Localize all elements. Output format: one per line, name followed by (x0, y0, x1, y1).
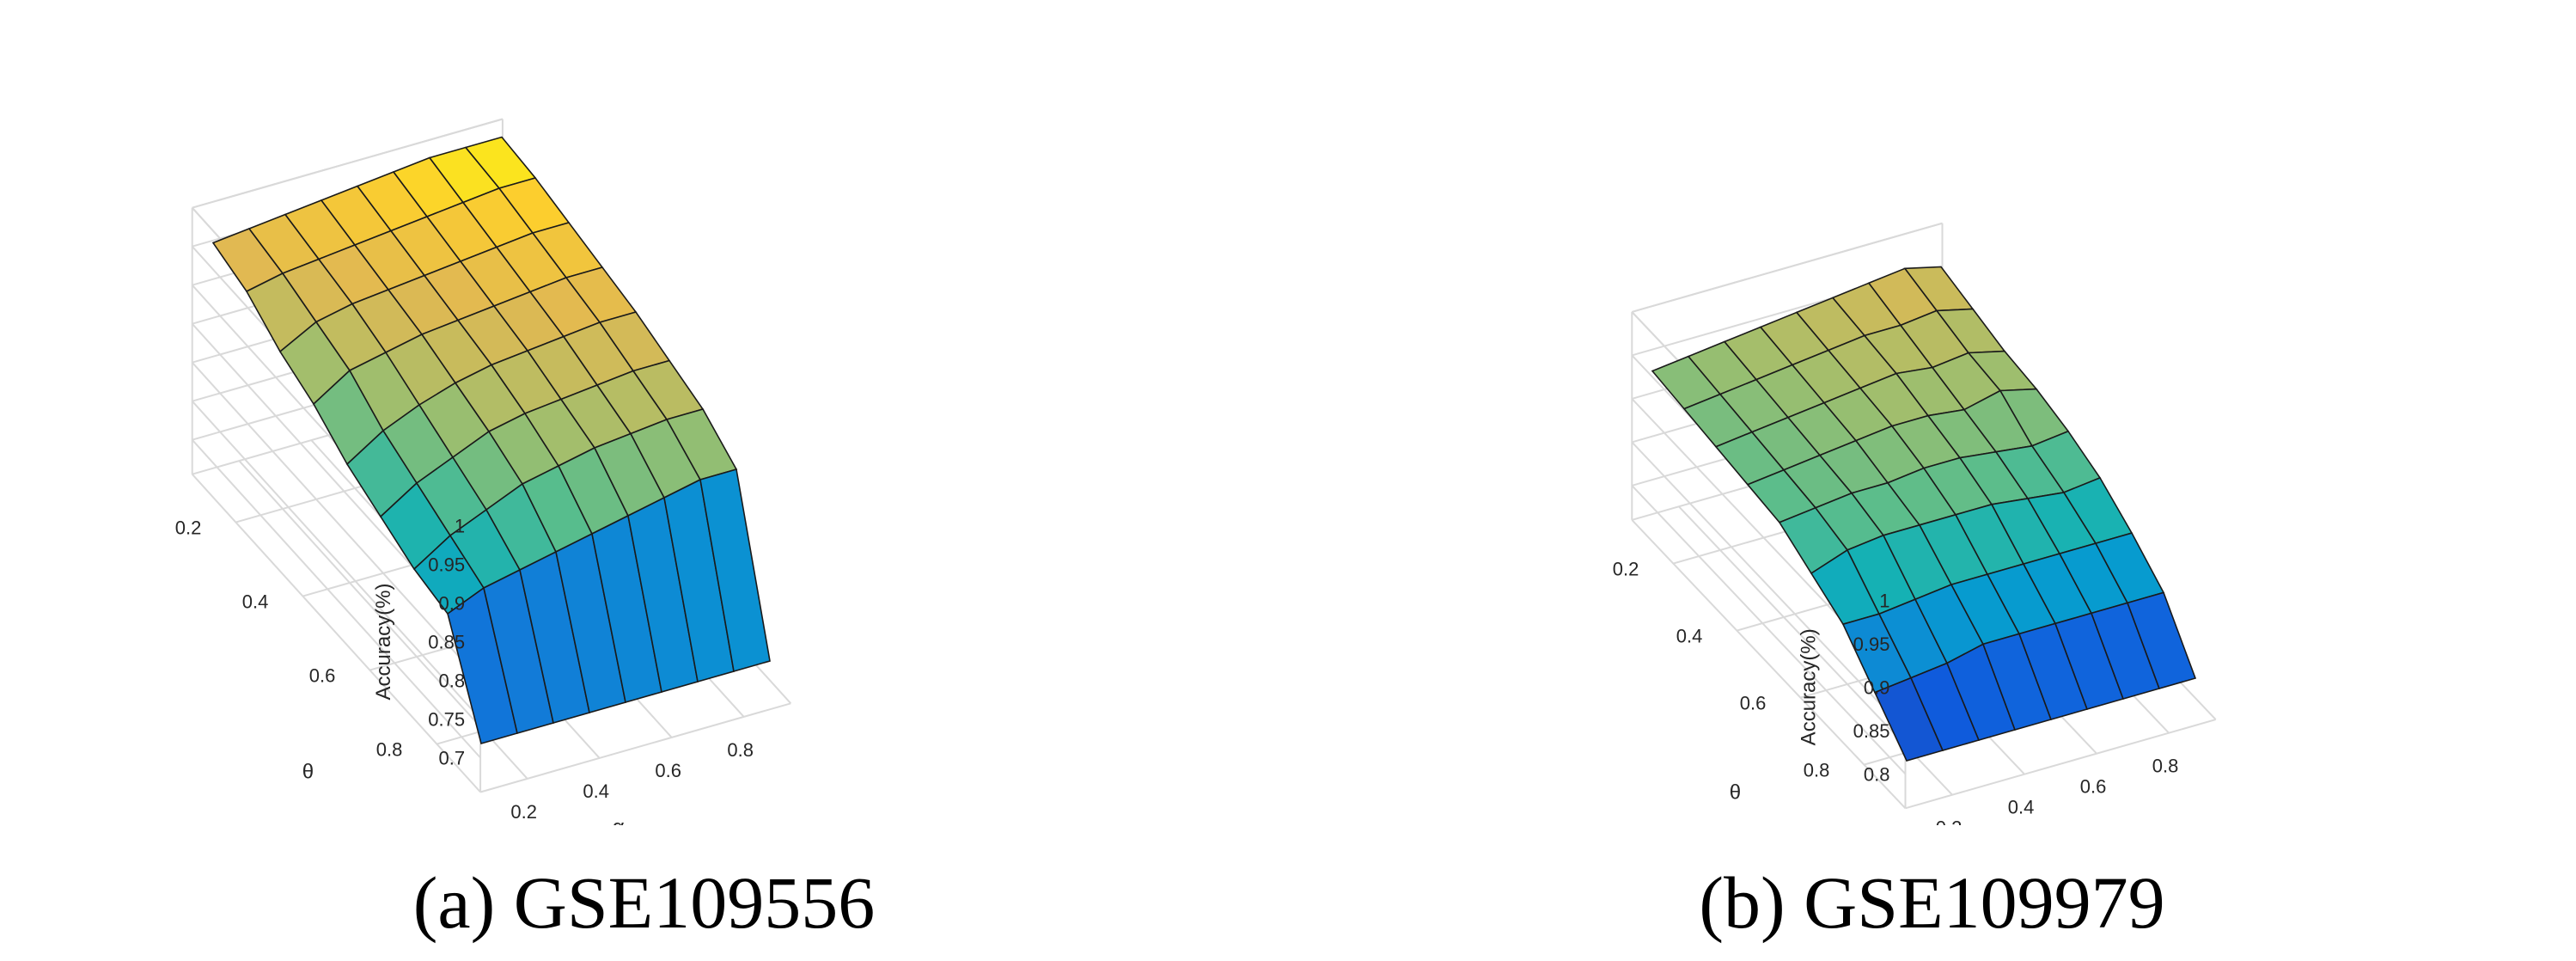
plot-b-ztick-label: 0.8 (1864, 763, 1890, 785)
plot-b-xtick-label: 0.2 (1936, 817, 1963, 825)
plot-a-ytick-label: 0.8 (376, 739, 403, 761)
plot-b-wall-edge (1632, 222, 1943, 313)
plot-a-ztick-label: 0.9 (439, 593, 466, 615)
plot-a-ztick-label: 0.7 (439, 748, 466, 769)
plot-b-ztick-label: 1 (1879, 590, 1889, 611)
plot-a-ztick-label: 0.95 (428, 554, 465, 576)
plot-a-xtick-label: 0.8 (727, 739, 754, 761)
panel-a: 0.7 0.75 0.8 0.85 0.9 0.95 1 0.2 0.4 0.6 0.8 0.2 0.4… (175, 118, 876, 944)
surface-plot-b: 0.80.850.90.9510.20.40.60.80.20.40.60.8α… (1613, 222, 2217, 825)
plot-a-ytick-label: 0.4 (242, 591, 269, 613)
plot-b-xtick-label: 0.8 (2152, 756, 2179, 777)
plot-b-surface (1651, 266, 2197, 762)
plot-a-floor-edge (191, 474, 481, 793)
surface-plot-a: 0.7 0.75 0.8 0.85 0.9 0.95 1 0.2 0.4 0.6 0.8 0.2 0.4… (175, 118, 792, 825)
plot-b-floor-edge (1631, 519, 1907, 809)
plot-a-ylabel: θ (302, 761, 314, 784)
plot-b-tick-labels: 0.8 0.85 0.9 0.95 1 0.2 0.4 0.6 0.8 0.2 0.4 0.6 0.8 (1613, 559, 2179, 825)
plot-b-ytick-label: 0.6 (1740, 693, 1767, 714)
caption-b: (b) GSE109979 (1699, 861, 2165, 944)
plot-b-wall-gridline (1631, 485, 1907, 774)
plot-b-ytick-label: 0.8 (1804, 760, 1830, 781)
plot-b-surface-patch (2126, 591, 2197, 689)
plot-a-ztick-label: 0.75 (428, 709, 465, 731)
plot-a-zlabel: Accuracy(%) (372, 583, 395, 700)
plot-b-ytick-label: 0.4 (1676, 626, 1703, 647)
plot-b-ztick-label: 0.9 (1864, 676, 1890, 698)
plot-a-ytick-label: 0.2 (175, 517, 202, 539)
plot-b-xtick-label: 0.4 (2008, 797, 2035, 818)
plot-b-xtick-label: 0.6 (2080, 776, 2107, 798)
plot-b-ylabel: θ (1730, 781, 1741, 805)
plot-a-xlabel: α (613, 816, 625, 825)
plot-a-ytick-label: 0.6 (309, 665, 336, 687)
plot-a-ztick-label: 0.8 (439, 670, 466, 692)
plot-a-wall-gridline (191, 439, 481, 759)
plot-a-xtick-label: 0.2 (510, 801, 537, 823)
plot-b-zlabel: Accuracy(%) (1798, 628, 1821, 745)
plot-b-wall-gridline (1631, 441, 1907, 731)
plot-a-wall-edge (192, 118, 504, 209)
plot-a-surface (211, 136, 771, 744)
plot-b-floor-edge (1905, 719, 2216, 810)
plot-a-surface-patch (699, 468, 771, 673)
plot-a-tick-labels: 0.7 0.75 0.8 0.85 0.9 0.95 1 0.2 0.4 0.6 0.8 0.2 0.4… (175, 516, 754, 823)
panel-b: 0.80.850.90.9510.20.40.60.80.20.40.60.8α… (1288, 0, 2576, 961)
plot-b-ztick-label: 0.95 (1853, 634, 1890, 655)
plot-a-ztick-label: 0.85 (428, 632, 465, 653)
plot-a-ztick-label: 1 (455, 516, 465, 537)
plot-a-floor-edge (479, 702, 791, 793)
plot-a-wall-gridline (191, 362, 481, 682)
plot-a-wall-gridline (191, 401, 481, 720)
plot-a-xtick-label: 0.6 (655, 760, 681, 781)
plot-a-xtick-label: 0.4 (583, 780, 609, 802)
caption-a: (a) GSE109556 (412, 861, 876, 944)
plot-b-ztick-label: 0.85 (1853, 720, 1890, 742)
plot-b-ytick-label: 0.2 (1613, 559, 1639, 580)
